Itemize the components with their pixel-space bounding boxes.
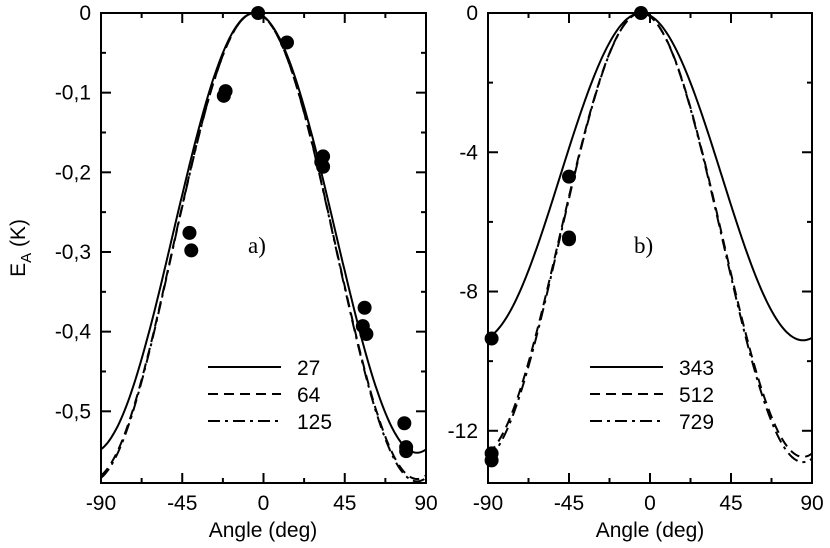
panel-b-x-axis-title: Angle (deg): [596, 519, 705, 542]
data-point: [279, 35, 294, 50]
panel-b-ticks: -90 -45 0 45 90 0 -4 -8 -12: [448, 2, 824, 515]
panel-a-ticks: -90 -45 0 45 90 0 -0,1 -0,2 -0,3 -0,4 -0,5: [55, 2, 438, 515]
data-point: [562, 232, 576, 247]
panel-a-x-axis-title: Angle (deg): [209, 519, 318, 542]
data-point: [218, 84, 233, 99]
x-tick-label: 45: [719, 492, 742, 515]
panel-a-label: a): [248, 233, 266, 258]
series-line-125: [100, 11, 427, 483]
data-point: [316, 149, 331, 164]
y-tick-label: -0,4: [55, 321, 92, 344]
panel-b-legend: 343 512 729: [590, 357, 714, 434]
panel-a-legend: 27 64 125: [208, 357, 332, 434]
x-tick-label: -90: [473, 492, 503, 515]
x-tick-label: -90: [86, 492, 116, 515]
data-point: [355, 319, 370, 334]
legend-label-343: 343: [679, 357, 714, 380]
x-tick-label: 90: [414, 492, 437, 515]
y-tick-label: -4: [459, 141, 478, 164]
data-point: [182, 225, 197, 240]
series-line-729: [487, 11, 813, 464]
y-axis-title-unit: (K): [7, 219, 30, 253]
panel-b-label: b): [634, 233, 653, 258]
x-tick-label: 45: [333, 492, 356, 515]
y-axis-title-subscript: A: [18, 253, 35, 263]
legend-label-64: 64: [297, 384, 321, 407]
panel-a-series: [100, 6, 427, 483]
y-tick-label: -0,3: [55, 241, 91, 264]
series-line-512: [487, 11, 813, 458]
y-axis-title: EA (K): [7, 219, 35, 277]
x-tick-label: -45: [554, 492, 584, 515]
y-tick-label: 0: [79, 2, 91, 25]
data-point: [484, 331, 499, 346]
legend-label-729: 729: [679, 411, 714, 434]
x-tick-label: 0: [258, 492, 270, 515]
data-point: [484, 453, 499, 468]
y-tick-label: -12: [448, 420, 478, 443]
legend-label-125: 125: [297, 411, 332, 434]
legend-label-27: 27: [297, 357, 320, 380]
y-tick-label: -8: [459, 281, 478, 304]
y-tick-label: -0,5: [55, 400, 91, 423]
y-tick-label: 0: [466, 2, 478, 25]
data-point: [357, 300, 372, 315]
y-tick-label: -0,1: [55, 82, 91, 105]
legend-label-512: 512: [679, 384, 714, 407]
data-point: [399, 440, 414, 455]
x-tick-label: -45: [167, 492, 197, 515]
data-point: [184, 243, 199, 258]
y-axis-title-main: E: [7, 263, 30, 277]
data-point: [397, 416, 412, 431]
x-tick-label: 0: [644, 492, 656, 515]
y-tick-label: -0,2: [55, 161, 91, 184]
series-line-343: [487, 11, 813, 342]
panel-b-series: [484, 6, 813, 468]
data-point: [316, 159, 331, 174]
x-tick-label: 90: [800, 492, 823, 515]
